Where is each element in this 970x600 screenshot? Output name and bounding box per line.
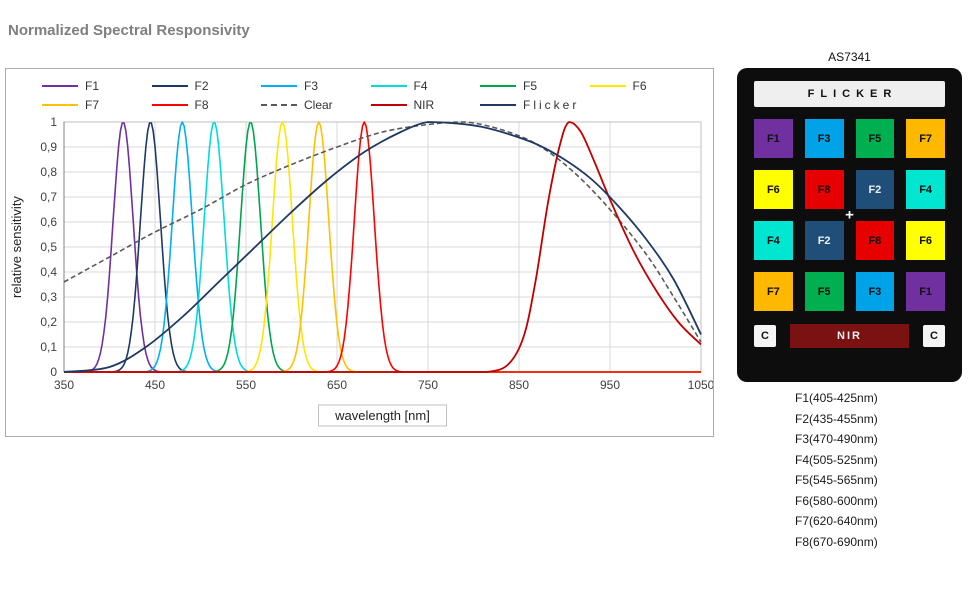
legend-item-f1: F1 xyxy=(42,79,152,93)
legend-label-f8: F8 xyxy=(194,98,209,112)
legend-item-nir: NIR xyxy=(370,98,481,112)
legend-swatch-f3 xyxy=(261,85,297,87)
clear-channel-left: C xyxy=(754,325,776,347)
series-clear xyxy=(63,121,702,343)
x-tick-label: 850 xyxy=(509,378,529,392)
y-tick-label: 0,4 xyxy=(40,265,57,279)
flicker-detector-bar: FLICKER xyxy=(754,81,945,107)
sensor-cell-f1: F1 xyxy=(754,119,793,158)
filter-range-f6: F6(580-600nm) xyxy=(795,493,878,508)
filter-range-f3: F3(470-490nm) xyxy=(795,432,878,446)
legend-label-f7: F7 xyxy=(85,98,100,112)
legend-item-f6: F6 xyxy=(589,79,700,93)
sensor-cell-f5: F5 xyxy=(804,272,844,311)
sensor-cell-f4: F4 xyxy=(906,170,945,209)
sensor-title: AS7341 xyxy=(828,50,871,64)
filter-range-f8: F8(670-690nm) xyxy=(795,534,878,549)
y-tick-label: 0,9 xyxy=(40,140,57,154)
y-tick-label: 0,1 xyxy=(40,340,57,354)
legend-item-clear: Clear xyxy=(261,98,371,112)
y-tick-label: 0,5 xyxy=(40,240,57,254)
legend-swatch-f2 xyxy=(151,85,188,87)
legend-label-f5: F5 xyxy=(523,79,538,93)
page-title: Normalized Spectral Responsivity xyxy=(8,22,250,39)
legend-item-f5: F5 xyxy=(480,79,590,93)
y-tick-label: 0 xyxy=(50,365,57,379)
sensor-cell-f7: F7 xyxy=(906,119,945,158)
y-tick-label: 0,8 xyxy=(40,165,57,179)
sensor-cell-f7: F7 xyxy=(754,272,793,311)
sensor-cell-f6: F6 xyxy=(906,221,945,260)
legend-item-f4: F4 xyxy=(370,79,481,93)
center-plus-marker: + xyxy=(845,206,854,224)
legend-item-f8: F8 xyxy=(151,98,262,112)
legend-swatch-f5 xyxy=(480,85,516,87)
filter-range-f2: F2(435-455nm) xyxy=(795,411,878,426)
legend-swatch-f4 xyxy=(370,85,407,87)
sensor-cell-f3: F3 xyxy=(855,272,895,311)
series-flicker xyxy=(63,121,702,373)
x-tick-label: 1050 xyxy=(688,378,713,392)
photodiode-grid-wrap: F1 F3 F5 F7 F6 F8 F2 F4 F4 F2 F8 F6 F7 F5 F3 F1 + xyxy=(754,119,945,311)
series-nir xyxy=(63,121,702,373)
legend-item-flicker: Flicker xyxy=(480,98,590,112)
as7341-sensor-board: FLICKER F1 F3 F5 F7 F6 F8 F2 F4 F4 F2 F8 F6 F7 F5 F3 F1… xyxy=(737,68,962,382)
chart-legend: F1 F2 F3 F4 F5 F6 F7 F8 Clear NIR Flicker xyxy=(6,69,713,114)
x-axis-title-box xyxy=(318,404,447,427)
legend-swatch-f6 xyxy=(589,85,626,87)
x-tick-label: 550 xyxy=(236,378,256,392)
x-tick-label: 950 xyxy=(600,378,620,392)
y-tick-label: 0,2 xyxy=(40,315,57,329)
filter-range-f1: F1(405-425nm) xyxy=(795,391,878,405)
y-axis-title: relative sensitivity xyxy=(9,196,24,298)
filter-range-f4: F4(505-525nm) xyxy=(795,452,878,467)
sensor-cell-f2: F2 xyxy=(804,221,844,260)
sensor-cell-f6: F6 xyxy=(754,170,793,209)
sensor-cell-f2: F2 xyxy=(855,170,895,209)
legend-label-f3: F3 xyxy=(304,79,319,93)
legend-label-nir: NIR xyxy=(413,98,435,112)
sensor-cell-f4: F4 xyxy=(754,221,793,260)
y-tick-label: 0,7 xyxy=(40,190,57,204)
legend-label-clear: Clear xyxy=(304,98,333,112)
legend-label-flicker: Flicker xyxy=(523,98,580,112)
clear-channel-right: C xyxy=(923,325,945,347)
sensor-bottom-row: C NIR C xyxy=(754,324,945,348)
y-tick-label: 0,6 xyxy=(40,215,57,229)
x-tick-label: 750 xyxy=(418,378,438,392)
sensor-cell-f8: F8 xyxy=(855,221,895,260)
legend-swatch-f7 xyxy=(42,104,78,106)
legend-swatch-f8 xyxy=(151,104,188,106)
legend-label-f4: F4 xyxy=(413,79,428,93)
legend-swatch-f1 xyxy=(42,85,78,87)
y-tick-label: 0,3 xyxy=(40,290,57,304)
x-tick-label: 650 xyxy=(327,378,347,392)
filter-range-f7: F7(620-640nm) xyxy=(795,514,878,528)
sensor-cell-f5: F5 xyxy=(855,119,895,158)
sensor-cell-f1: F1 xyxy=(906,272,945,311)
nir-channel-bar: NIR xyxy=(790,324,909,348)
spectral-responsivity-chart: F1 F2 F3 F4 F5 F6 F7 F8 Clear NIR Flicker 0 0,1 0,2 0… xyxy=(5,68,715,437)
legend-swatch-nir xyxy=(370,104,407,106)
filter-range-f5: F5(545-565nm) xyxy=(795,473,878,487)
legend-item-f7: F7 xyxy=(42,98,152,112)
photodiode-grid: F1 F3 F5 F7 F6 F8 F2 F4 F4 F2 F8 F6 F7 F5 F3 F1 xyxy=(754,119,945,311)
chart-plot-area: 0 0,1 0,2 0,3 0,4 0,5 0,6 0,7 0,8 0,9 1 350 450 550 65… xyxy=(9,115,715,427)
x-tick-label: 350 xyxy=(54,378,74,392)
legend-item-f3: F3 xyxy=(261,79,371,93)
legend-swatch-clear xyxy=(261,104,297,106)
y-tick-label: 1 xyxy=(50,115,57,129)
x-axis-title: wavelength [nm] xyxy=(334,408,430,423)
legend-swatch-flicker xyxy=(480,104,516,106)
legend-label-f6: F6 xyxy=(632,79,647,93)
filter-wavelength-list: F1(405-425nm) F2(435-455nm) F3(470-490nm) F… xyxy=(795,388,878,552)
legend-item-f2: F2 xyxy=(151,79,262,93)
x-tick-label: 450 xyxy=(145,378,165,392)
sensor-cell-f8: F8 xyxy=(804,170,844,209)
sensor-cell-f3: F3 xyxy=(804,119,844,158)
legend-label-f1: F1 xyxy=(85,79,100,93)
legend-label-f2: F2 xyxy=(194,79,209,93)
